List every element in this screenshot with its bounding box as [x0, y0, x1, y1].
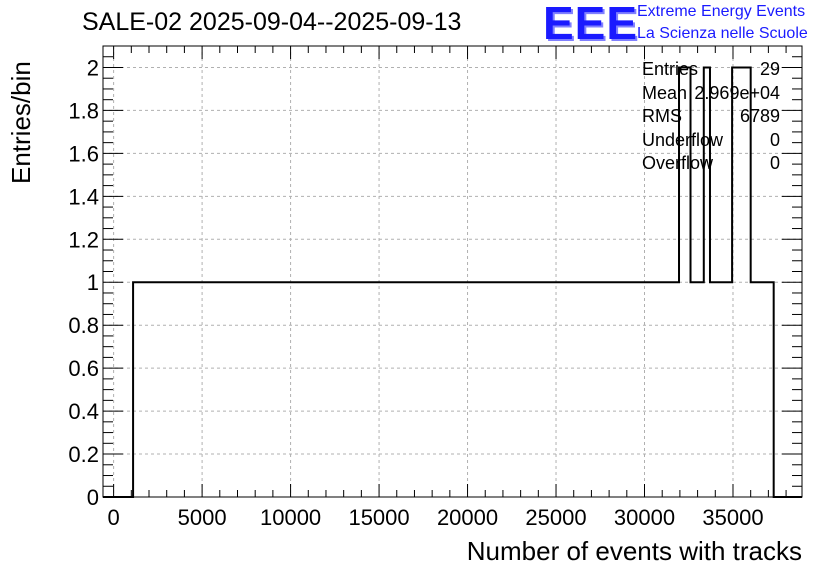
stats-value: 0 [769, 153, 780, 173]
histogram-bin [553, 282, 559, 497]
stats-row-entries: Entries 29 [642, 58, 780, 82]
y-tick-label: 1.6 [68, 141, 99, 166]
axis-ticks [103, 45, 802, 498]
y-tick-label: 0 [87, 485, 99, 510]
y-tick-label: 0.6 [68, 356, 99, 381]
stats-value: 6789 [739, 106, 780, 126]
y-tick-label: 1.2 [68, 227, 99, 252]
stats-row-underflow: Underflow 0 [642, 129, 780, 153]
x-tick-label: 15000 [348, 505, 409, 530]
histogram-bin [581, 282, 602, 497]
y-tick-label: 0.8 [68, 313, 99, 338]
logo-line-2: La Scienza nelle Scuole [637, 25, 808, 42]
histogram-bin [691, 282, 697, 497]
stats-value: 0 [769, 129, 780, 150]
histogram-bin [751, 282, 756, 497]
stats-row-mean: Mean 2.969e+04 [642, 82, 780, 106]
x-tick-label: 20000 [437, 505, 498, 530]
x-tick-label: 5000 [178, 505, 227, 530]
x-tick-label: 0 [107, 505, 119, 530]
stats-value: 29 [759, 59, 780, 79]
histogram-outline [103, 66, 802, 498]
y-axis-label: Entries/bin [6, 61, 36, 184]
eee-logo: EEE [543, 0, 639, 49]
x-tick-label: 25000 [525, 505, 586, 530]
histogram-bin [529, 282, 535, 497]
stats-value: 2.969e+04 [694, 82, 780, 103]
stats-key: Mean [642, 82, 688, 103]
histogram-bin [568, 282, 574, 497]
histogram-bin [608, 282, 614, 497]
stats-key: Overflow [642, 153, 714, 173]
stats-key: Entries [642, 59, 699, 79]
histogram-bin [654, 282, 679, 497]
x-tick-label: 10000 [260, 505, 321, 530]
y-tick-label: 1.4 [68, 184, 99, 209]
y-tick-label: 0.2 [68, 442, 99, 467]
y-tick-label: 1 [87, 270, 99, 295]
histogram-bin [515, 282, 521, 497]
stats-box: Entries 29 Mean 2.969e+04 RMS 6789 Under… [642, 58, 780, 176]
histogram-bins [103, 66, 802, 498]
chart-title: SALE-02 2025-09-04--2025-09-13 [82, 8, 462, 36]
stats-key: RMS [642, 106, 682, 126]
y-tick-label: 2 [87, 55, 99, 80]
stats-key: Underflow [642, 129, 724, 150]
histogram-bin [710, 282, 715, 497]
x-axis-label: Number of events with tracks [466, 536, 802, 566]
axis-tick-labels: 0 5000 10000 15000 20000 25000 30000 35000 0 0.2 0… [68, 55, 763, 530]
stats-row-rms: RMS 6789 [642, 105, 780, 129]
logo-line-1: Extreme Energy Events [637, 3, 806, 20]
x-tick-label: 30000 [614, 505, 675, 530]
x-tick-label: 35000 [702, 505, 763, 530]
y-tick-label: 1.8 [68, 98, 99, 123]
histogram-bin [629, 282, 648, 497]
histogram-bin [488, 282, 494, 497]
histogram-bin [133, 282, 139, 497]
y-tick-label: 0.4 [68, 399, 99, 424]
histogram-bin [767, 282, 773, 497]
histogram-bin [721, 282, 726, 497]
stats-row-overflow: Overflow 0 [642, 152, 780, 176]
